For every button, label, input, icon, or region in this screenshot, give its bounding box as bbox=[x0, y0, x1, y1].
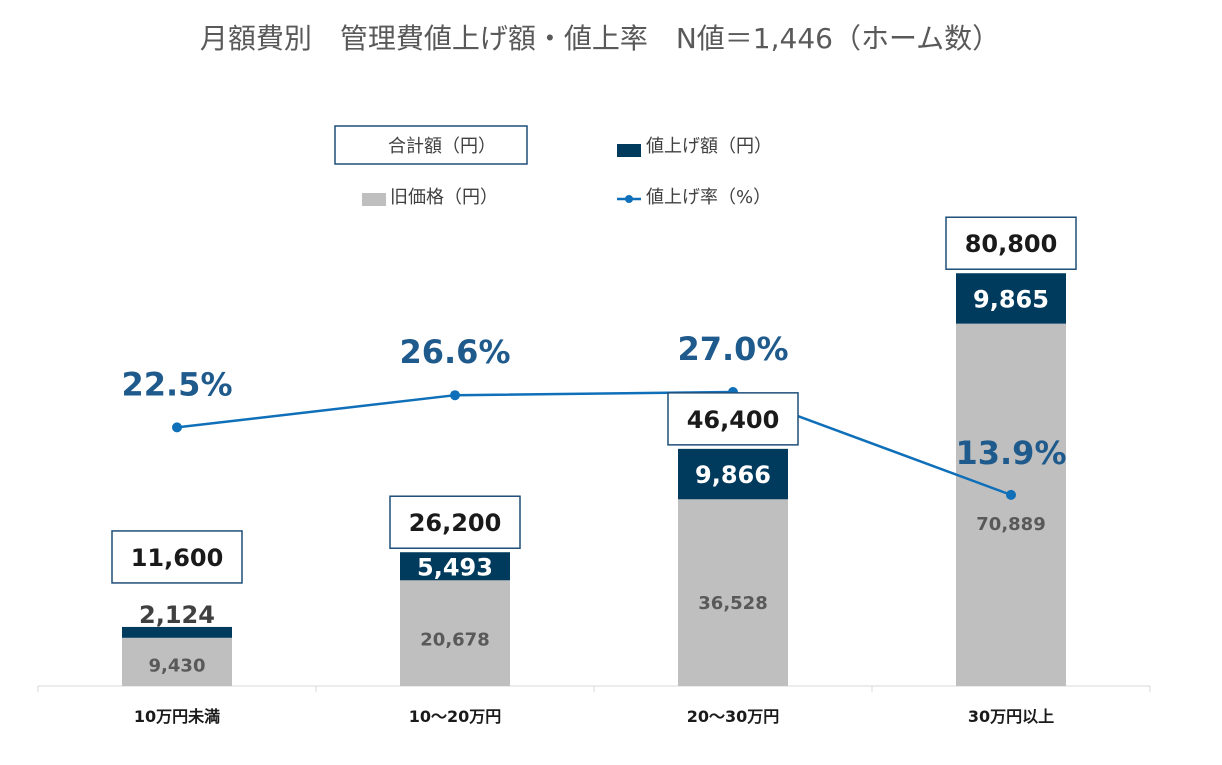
old-price-label: 70,889 bbox=[976, 514, 1045, 535]
category-label: 20～30万円 bbox=[687, 707, 780, 726]
bars-group bbox=[122, 273, 1066, 686]
total-label-box bbox=[111, 530, 243, 584]
increase-bar bbox=[956, 273, 1066, 324]
total-label: 46,400 bbox=[687, 406, 780, 434]
legend: 合計額（円） 値上げ額（円） 旧価格（円） 値上げ率（%） bbox=[334, 125, 772, 208]
rate-label: 13.9% bbox=[955, 434, 1066, 472]
old-price-bar bbox=[678, 499, 788, 686]
legend-total-marker bbox=[334, 125, 528, 165]
legend-increase-marker bbox=[617, 144, 641, 157]
legend-rate-label: 値上げ率（%） bbox=[646, 187, 771, 208]
legend-total-label: 合計額（円） bbox=[388, 136, 496, 157]
increase-bar bbox=[678, 448, 788, 500]
legend-rate-dot-marker bbox=[625, 195, 633, 203]
increase-label: 9,865 bbox=[973, 285, 1049, 313]
old-price-label: 20,678 bbox=[420, 629, 489, 650]
rate-line-group: 22.5% 26.6% 27.0% 13.9% bbox=[121, 330, 1067, 500]
old-price-bar bbox=[400, 580, 510, 686]
increase-label: 2,124 bbox=[139, 601, 215, 629]
rate-label: 22.5% bbox=[121, 365, 232, 403]
total-label-box bbox=[945, 216, 1077, 270]
legend-old-marker bbox=[362, 193, 386, 206]
old-price-bar bbox=[122, 637, 232, 686]
total-label: 11,600 bbox=[131, 544, 224, 572]
rate-line bbox=[176, 390, 1012, 497]
old-price-bar bbox=[956, 323, 1066, 686]
old-price-label: 9,430 bbox=[149, 655, 206, 676]
rate-point bbox=[1006, 489, 1016, 500]
total-label-box bbox=[389, 495, 521, 549]
increase-bar bbox=[400, 552, 510, 581]
total-label: 80,800 bbox=[965, 230, 1058, 258]
labels-group: 10万円未満 9,430 2,124 11,600 10～20万円 20,678 5,493… bbox=[111, 216, 1077, 726]
category-label: 30万円以上 bbox=[968, 707, 1054, 726]
old-price-label: 36,528 bbox=[698, 593, 767, 614]
category-label: 10～20万円 bbox=[409, 707, 502, 726]
total-label: 26,200 bbox=[409, 509, 502, 537]
x-axis-ticks bbox=[37, 686, 1151, 692]
rate-label: 26.6% bbox=[399, 333, 510, 371]
category-label: 10万円未満 bbox=[134, 707, 220, 726]
rate-point bbox=[172, 422, 182, 433]
rate-label: 27.0% bbox=[677, 330, 788, 368]
total-label-box bbox=[667, 392, 799, 446]
chart-title: 月額費別 管理費値上げ額・値上率 N値＝1,446（ホーム数） bbox=[200, 22, 1000, 55]
increase-bar bbox=[122, 626, 232, 638]
rate-point bbox=[450, 390, 460, 401]
legend-increase-label: 値上げ額（円） bbox=[646, 136, 772, 157]
increase-label: 9,866 bbox=[695, 461, 771, 489]
increase-label: 5,493 bbox=[417, 553, 493, 581]
legend-old-label: 旧価格（円） bbox=[390, 187, 498, 208]
